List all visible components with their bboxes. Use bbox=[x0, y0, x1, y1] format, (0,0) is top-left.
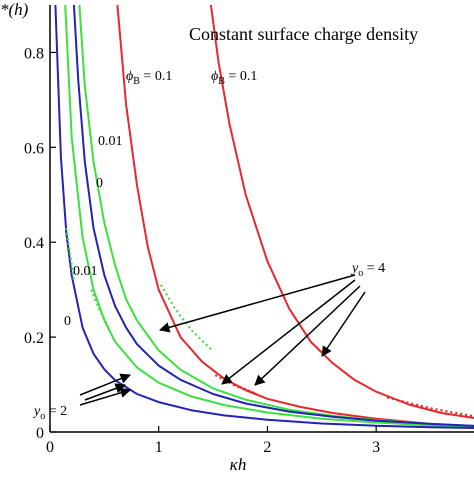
annotation-phi-red: ϕB = 0.1 bbox=[211, 69, 257, 87]
series-line-3 bbox=[64, 4, 474, 428]
y-tick-label: 0.8 bbox=[24, 45, 44, 62]
annotation-arrow bbox=[221, 279, 356, 385]
series-line-1 bbox=[209, 4, 474, 420]
chart-title: Constant surface charge density bbox=[189, 24, 418, 44]
annotation-arrow bbox=[254, 285, 361, 386]
annotation-0-lower: 0 bbox=[64, 314, 71, 329]
x-tick-label: 1 bbox=[155, 439, 163, 456]
annotation-0.01-upper: 0.01 bbox=[98, 134, 123, 149]
annotation-arrow bbox=[84, 383, 126, 401]
series-line-2 bbox=[78, 4, 474, 427]
y-tick-label: 0 bbox=[36, 425, 44, 442]
axes bbox=[49, 5, 474, 433]
annotation-yo-4: yo = 4 bbox=[350, 261, 385, 279]
dotted-series-3 bbox=[90, 289, 111, 331]
dotted-series-2 bbox=[159, 284, 214, 353]
y-axis-label: *(h) bbox=[0, 0, 29, 19]
x-tick-label: 2 bbox=[263, 439, 271, 456]
dotted-series-4 bbox=[65, 227, 75, 281]
annotation-0.01-lower: 0.01 bbox=[73, 264, 98, 279]
annotation-arrow bbox=[321, 291, 366, 357]
x-axis-label: κh bbox=[230, 455, 247, 474]
annotation-arrow bbox=[79, 373, 131, 396]
annotation-arrow bbox=[158, 274, 356, 333]
annotation-0-upper: 0 bbox=[96, 176, 103, 191]
y-tick-label: 0.2 bbox=[24, 330, 44, 347]
annotation-arrows bbox=[79, 274, 366, 406]
y-tick-label: 0.4 bbox=[24, 235, 44, 252]
annotation-arrow bbox=[79, 387, 132, 406]
series-group bbox=[54, 4, 474, 430]
x-tick-label: 0 bbox=[46, 439, 54, 456]
annotation-yo-2: yo = 2 bbox=[32, 404, 67, 422]
series-line-4 bbox=[72, 4, 474, 427]
x-tick-label: 3 bbox=[372, 439, 380, 456]
annotation-phi-blue: ϕB = 0.1 bbox=[126, 69, 172, 87]
dotted-series-5 bbox=[234, 383, 258, 396]
ticks-group: 0 1 2 3 0 0.2 0.4 0.6 0.8 bbox=[24, 45, 380, 456]
series-line-5 bbox=[54, 4, 474, 430]
y-tick-label: 0.6 bbox=[24, 140, 44, 157]
